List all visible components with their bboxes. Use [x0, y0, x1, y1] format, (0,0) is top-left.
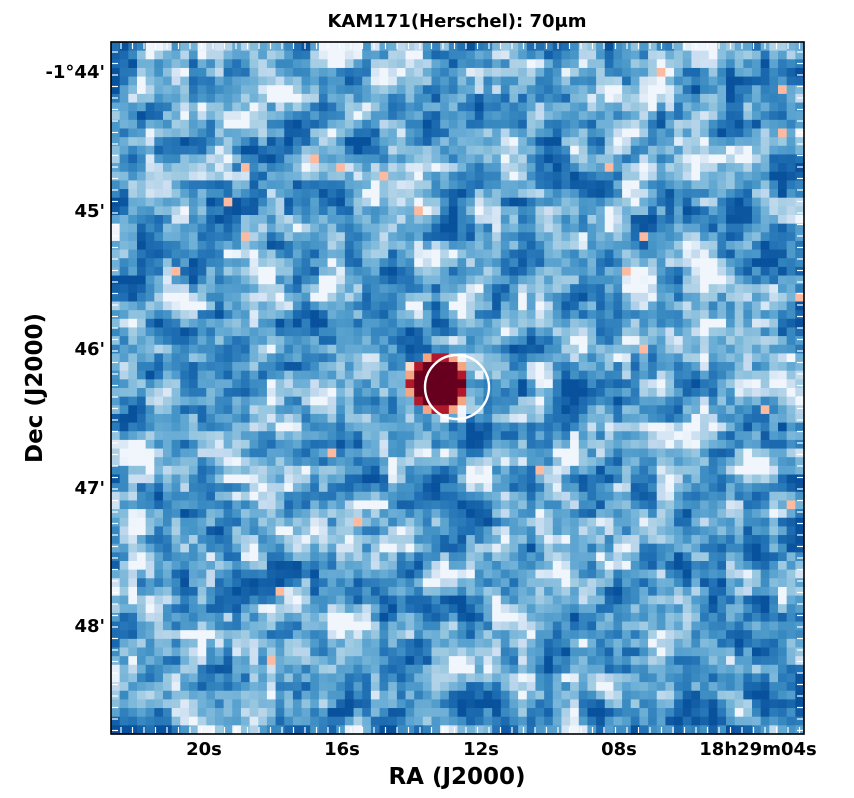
aperture-circle	[423, 353, 491, 421]
y-tick-label: -1°44'	[45, 62, 105, 83]
y-axis-label: Dec (J2000)	[22, 313, 48, 463]
y-tick-label: 46'	[74, 339, 105, 360]
x-tick-label: 12s	[463, 739, 499, 760]
y-tick-label: 48'	[74, 616, 105, 637]
chart-title: KAM171(Herschel): 70μm	[327, 11, 586, 32]
x-axis-label: RA (J2000)	[388, 764, 525, 790]
y-tick-label: 47'	[74, 478, 105, 499]
x-tick-label: 20s	[186, 739, 222, 760]
x-tick-label: 18h29m04s	[699, 739, 816, 760]
y-tick-label: 45'	[74, 201, 105, 222]
x-tick-label: 08s	[601, 739, 637, 760]
plot-frame	[110, 41, 805, 735]
minor-ticks	[112, 43, 803, 733]
x-tick-label: 16s	[324, 739, 360, 760]
sky-image	[111, 42, 805, 735]
